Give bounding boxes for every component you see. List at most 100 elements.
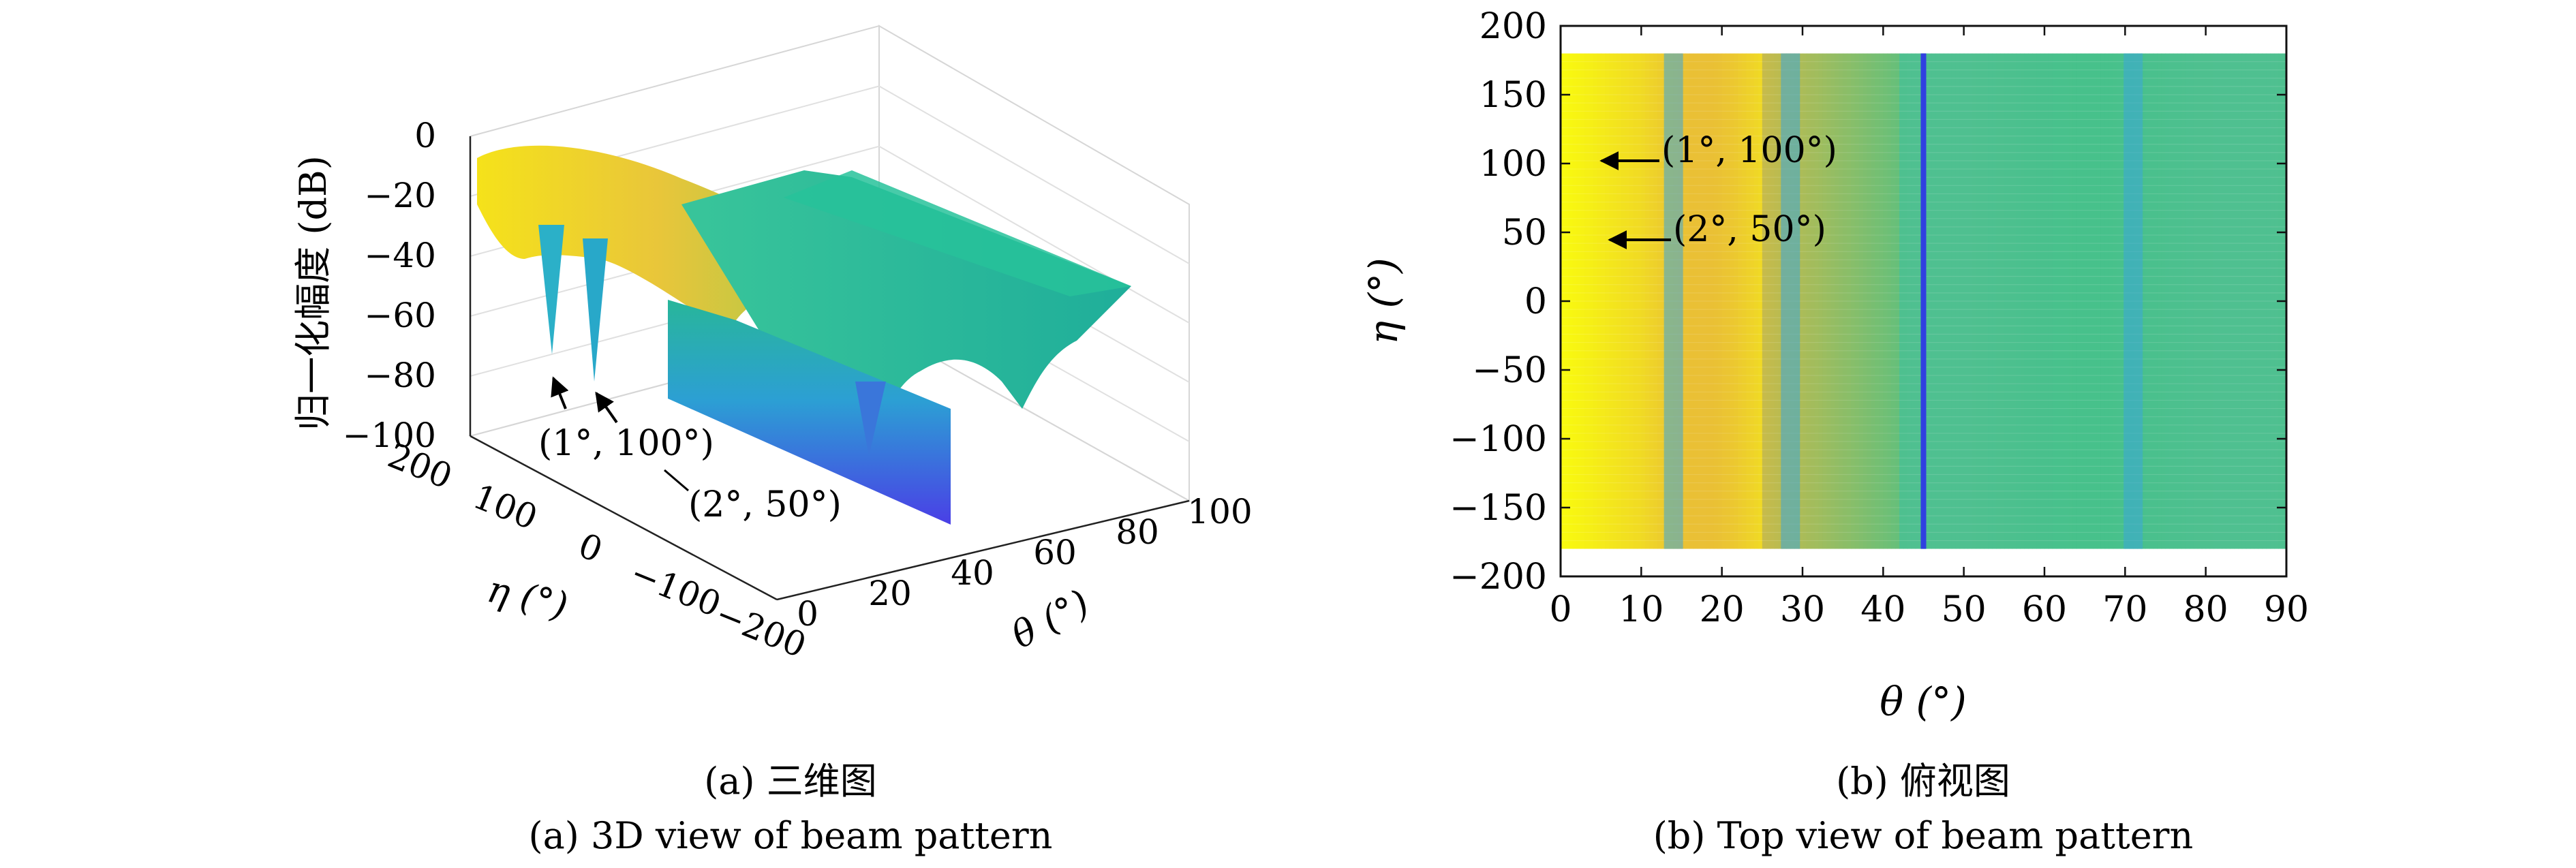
heatmap-column	[2121, 53, 2126, 549]
heatmap-column	[2234, 53, 2239, 549]
heatmap-column	[1750, 53, 1755, 549]
heatmap-column	[2193, 53, 2198, 549]
surface-front-wall	[668, 300, 951, 525]
heatmap-column	[1706, 53, 1711, 549]
y-tick-label: −100	[1450, 419, 1547, 460]
heatmap-column	[2100, 53, 2106, 549]
z-tick-label: −20	[364, 176, 436, 215]
heatmap-column	[2173, 53, 2178, 549]
heatmap-column	[1839, 53, 1843, 549]
heatmap-column	[1911, 53, 1916, 549]
theta-tick-label: 40	[951, 553, 994, 593]
heatmap-column	[2177, 53, 2182, 549]
heatmap-column	[2040, 53, 2045, 549]
annotation-arrow-1	[551, 376, 569, 409]
y-tick-label: 0	[1524, 281, 1547, 322]
heatmap-column	[1576, 53, 1582, 549]
heatmap-column	[2076, 53, 2081, 549]
heatmap-column	[1939, 53, 1944, 549]
annotation-leader-2	[664, 469, 689, 492]
heatmap-column	[1726, 53, 1731, 549]
x-tick-label: 90	[2264, 589, 2309, 630]
heatmap-column	[2056, 53, 2061, 549]
heatmap-column	[2258, 53, 2263, 549]
heatmap-column	[2245, 53, 2251, 549]
heatmap-column	[2197, 53, 2203, 549]
caption-a-cn: (a) 三维图	[704, 760, 877, 803]
heatmap-column	[1758, 53, 1763, 549]
heatmap-column	[1851, 53, 1856, 549]
heatmap-column	[1693, 53, 1698, 549]
eta-tick-label: 0	[573, 525, 608, 570]
heatmap-column	[2209, 53, 2215, 549]
heatmap-column	[1847, 53, 1852, 549]
heatmap-column	[2241, 53, 2247, 549]
heatmap-column	[2117, 53, 2122, 549]
heatmap-column	[2250, 53, 2255, 549]
heatmap-column	[2016, 53, 2021, 549]
heatmap-column	[1572, 53, 1578, 549]
heatmap-column	[2028, 53, 2033, 549]
heatmap-column	[2020, 53, 2025, 549]
heatmap-column	[2201, 53, 2207, 549]
heatmap-column	[1580, 53, 1586, 549]
heatmap-column	[1810, 53, 1815, 549]
heatmap-column	[2213, 53, 2219, 549]
surface-null-3	[855, 382, 886, 456]
y-axis-label: η (°)	[1360, 258, 1407, 344]
heatmap-column	[1589, 53, 1593, 549]
heatmap-column	[1681, 53, 1687, 549]
heatmap-null-line	[1781, 53, 1800, 549]
box-edges	[469, 136, 1190, 601]
heatmap-column	[1871, 53, 1876, 549]
heatmap-column	[1746, 53, 1751, 549]
heatmap-column	[1806, 53, 1811, 549]
heatmap-column	[1903, 53, 1908, 549]
heatmap-column	[2230, 53, 2235, 549]
x-tick-label: 60	[2022, 589, 2067, 630]
heatmap-column	[1862, 53, 1868, 549]
heatmap-column	[2048, 53, 2053, 549]
grid-line	[878, 145, 1190, 324]
y-tick-label: −50	[1472, 350, 1547, 391]
heatmap-column	[2238, 53, 2243, 549]
heatmap-column	[1854, 53, 1860, 549]
heatmap-column	[1734, 53, 1738, 549]
heatmap-column	[2024, 53, 2029, 549]
heatmap-column	[1601, 53, 1606, 549]
y-tick-label: 100	[1479, 144, 1547, 185]
caption-b-en: (b) Top view of beam pattern	[1653, 814, 2194, 857]
heatmap-column	[1843, 53, 1847, 549]
heatmap-column	[1814, 53, 1820, 549]
heatmap-column	[2161, 53, 2166, 549]
surface-back-shelf	[784, 170, 1131, 296]
x-tick-label: 50	[1942, 589, 1987, 630]
heatmap-column	[1955, 53, 1961, 549]
grid-line	[878, 85, 1190, 264]
annotation-arrow-2	[595, 391, 618, 424]
y-tick-label: −150	[1450, 488, 1547, 529]
x-tick-label: 80	[2183, 589, 2228, 630]
heatmap-column	[1616, 53, 1622, 549]
heatmap-column	[1972, 53, 1977, 549]
heatmap-column	[1887, 53, 1892, 549]
heatmap-column	[2262, 53, 2267, 549]
heatmap-column	[1742, 53, 1747, 549]
heatmap-column	[1709, 53, 1715, 549]
surface-null-2	[583, 238, 608, 382]
theta-axis-label: θ (°)	[1005, 581, 1096, 657]
heatmap-column	[1721, 53, 1727, 549]
heatmap-column	[2254, 53, 2259, 549]
heatmap-column	[1798, 53, 1803, 549]
theta-tick-label: 20	[868, 574, 912, 613]
heatmap-column	[1822, 53, 1828, 549]
heatmap-column	[1766, 53, 1771, 549]
heatmap-column	[2064, 53, 2070, 549]
heatmap-column	[1967, 53, 1973, 549]
heatmap-column	[1895, 53, 1900, 549]
heatmap-column	[1835, 53, 1839, 549]
heatmap-column	[2008, 53, 2013, 549]
theta-tick-labels: 0 20 40 60 80 100	[797, 492, 1253, 634]
